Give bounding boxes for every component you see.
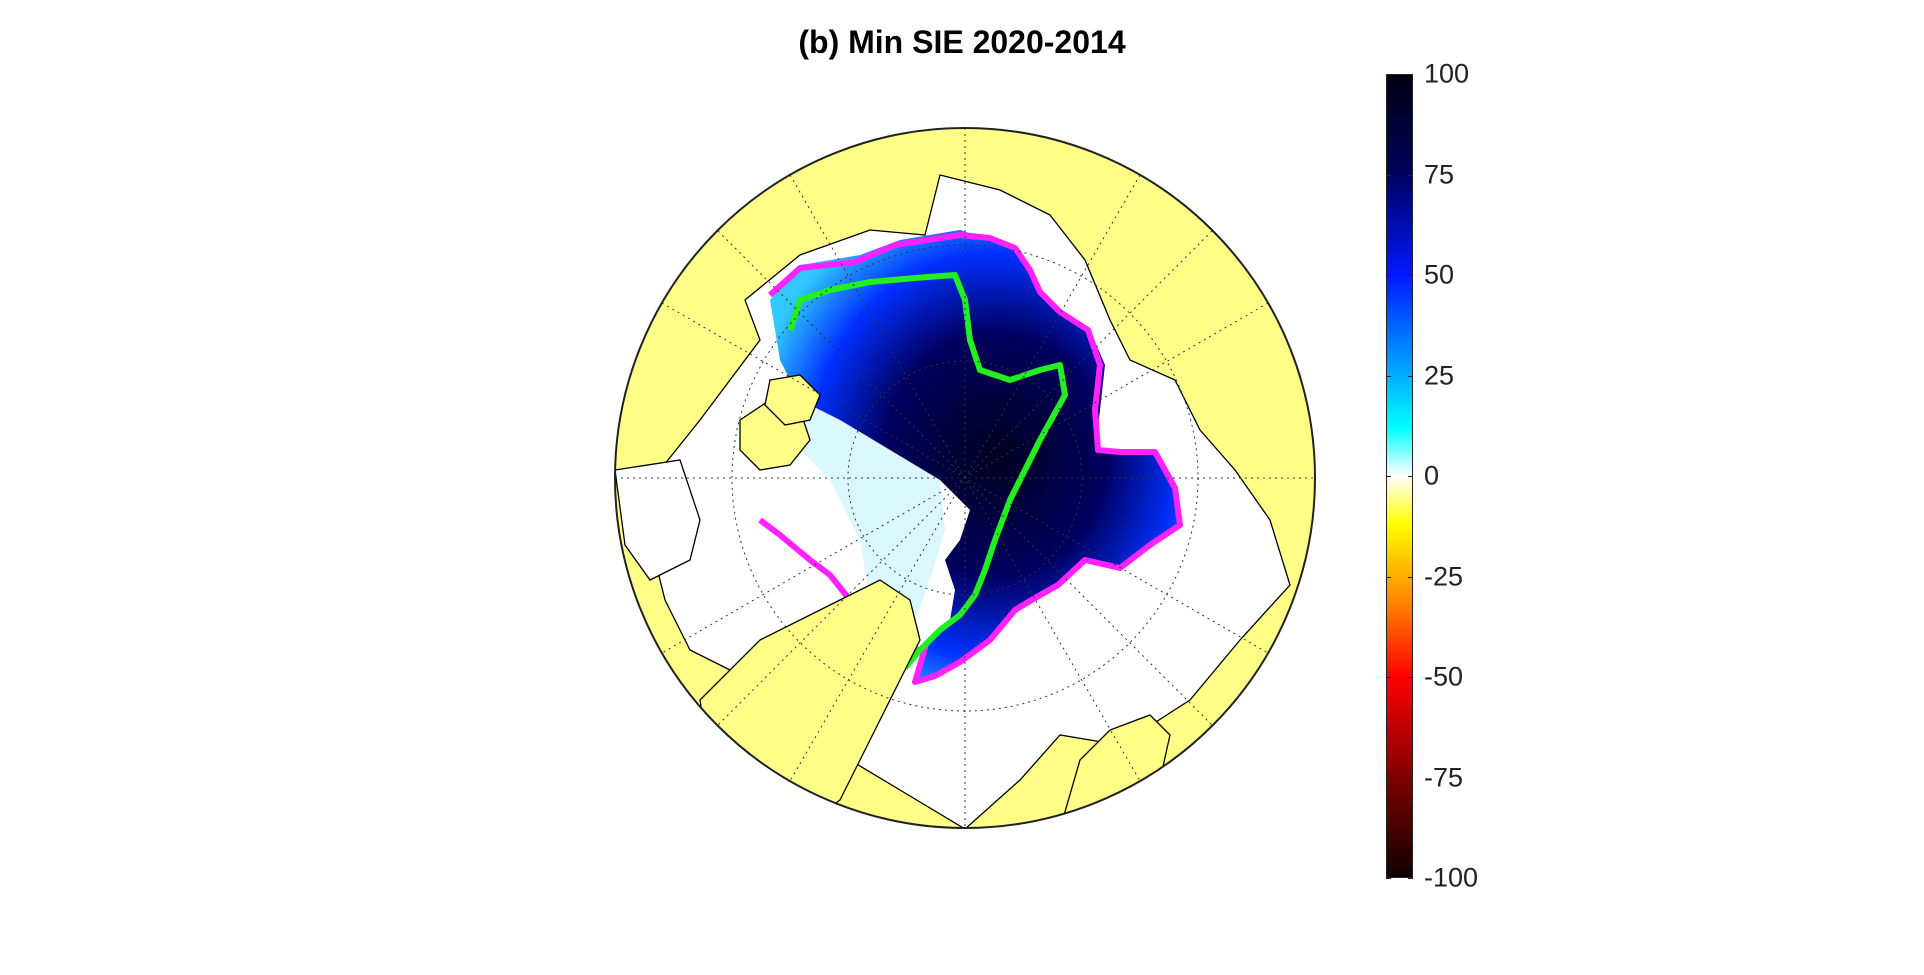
colorbar-tick-mark — [1408, 174, 1413, 176]
colorbar-tick-mark — [1386, 677, 1391, 678]
colorbar-tick-mark — [1386, 476, 1391, 477]
colorbar-tick-label: 100 — [1424, 58, 1470, 89]
colorbar-tick-label: -75 — [1424, 762, 1464, 792]
colorbar-tick-label: -100 — [1424, 862, 1479, 893]
graticule — [615, 128, 1315, 828]
colorbar-tick-label: -25 — [1424, 561, 1464, 591]
colorbar-tick-label: 75 — [1424, 159, 1455, 189]
colorbar-tick-mark — [1386, 375, 1391, 377]
figure-title: (b) Min SIE 2020-2014 — [798, 24, 1126, 60]
colorbar-tick-label: 25 — [1424, 360, 1455, 390]
colorbar-tick-mark — [1408, 576, 1413, 578]
colorbar-tick-mark — [1408, 74, 1413, 75]
colorbar-tick-mark — [1386, 275, 1391, 276]
colorbar-tick-mark — [1408, 275, 1413, 276]
colorbar-tick-mark — [1408, 476, 1413, 477]
colorbar-tick-label: 0 — [1424, 460, 1440, 491]
colorbar-tick-mark — [1408, 777, 1413, 779]
sea-ice-fringe — [800, 400, 945, 660]
colorbar-tick-mark — [1386, 576, 1391, 578]
colorbar-tick-mark — [1386, 878, 1391, 879]
colorbar-tick-mark — [1408, 677, 1413, 678]
colorbar-tick-mark — [1386, 174, 1391, 176]
colorbar-tick-mark — [1386, 777, 1391, 779]
colorbar-tick-mark — [1386, 74, 1391, 75]
land-island-1 — [764, 374, 821, 426]
map-frame — [614, 127, 1316, 829]
colorbar-tick-mark — [1408, 375, 1413, 377]
contour-green — [787, 272, 1068, 670]
ocean-west — [615, 459, 701, 581]
colorbar-tick-label: -50 — [1424, 661, 1464, 692]
colorbar-tick-mark — [1408, 878, 1413, 879]
map-disc — [615, 128, 1315, 828]
colorbar-tick-label: 50 — [1424, 259, 1455, 290]
